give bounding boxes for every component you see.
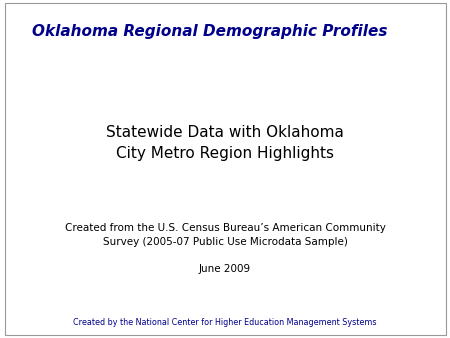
Text: June 2009: June 2009: [199, 264, 251, 274]
Text: Oklahoma Regional Demographic Profiles: Oklahoma Regional Demographic Profiles: [32, 24, 387, 39]
Text: Created from the U.S. Census Bureau’s American Community
Survey (2005-07 Public : Created from the U.S. Census Bureau’s Am…: [64, 223, 386, 247]
Text: Statewide Data with Oklahoma
City Metro Region Highlights: Statewide Data with Oklahoma City Metro …: [106, 125, 344, 161]
Text: Created by the National Center for Higher Education Management Systems: Created by the National Center for Highe…: [73, 318, 377, 327]
